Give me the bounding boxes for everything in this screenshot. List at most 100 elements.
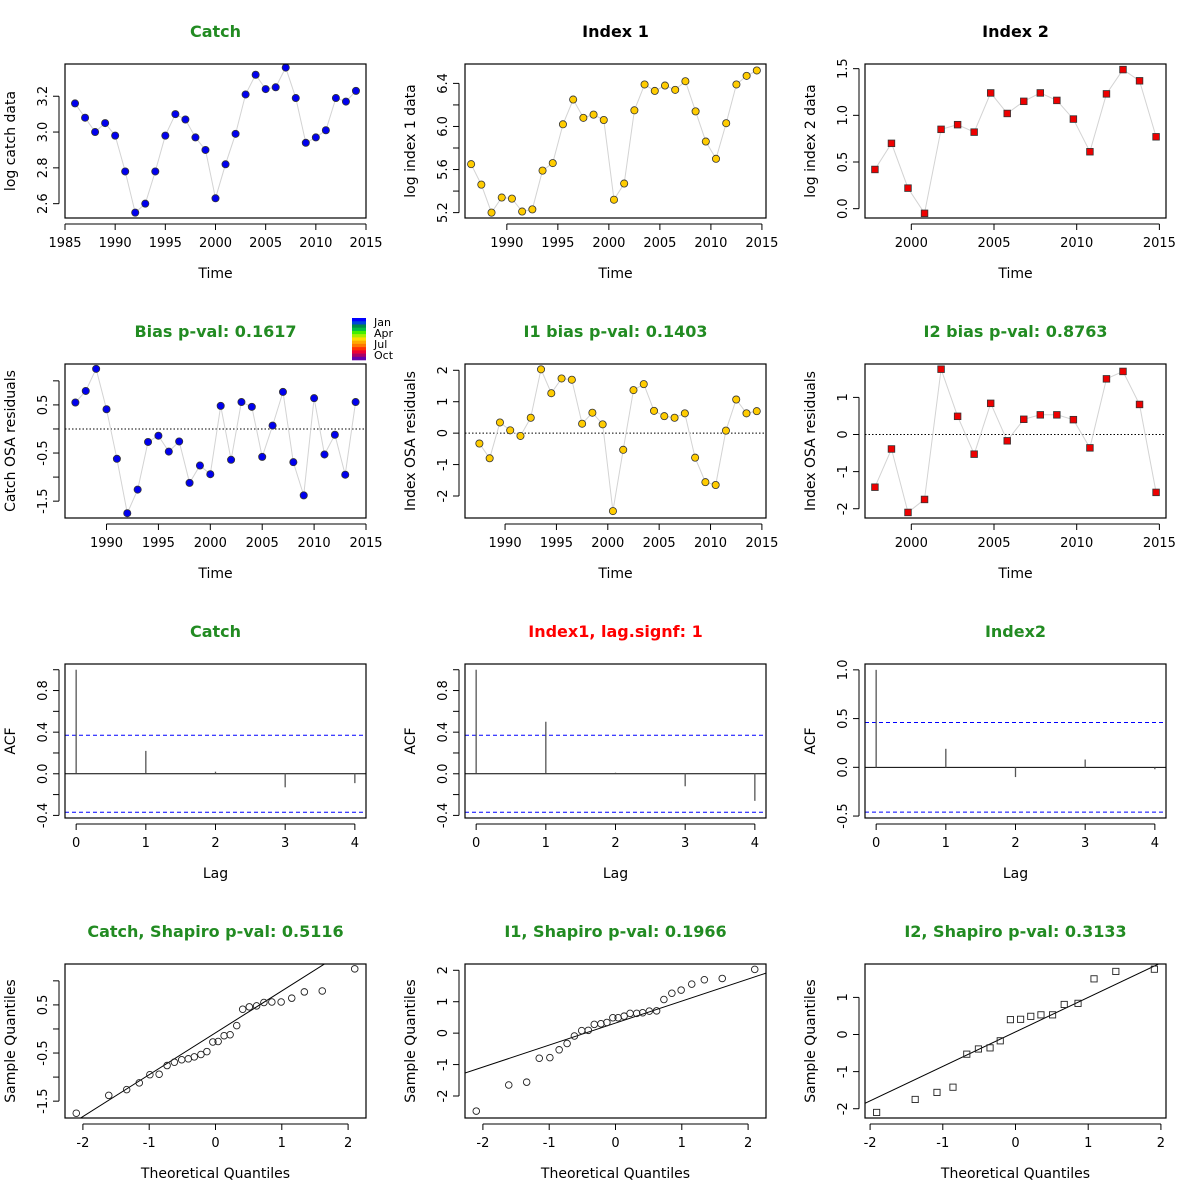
data-point bbox=[701, 478, 710, 487]
legend-label: Apr bbox=[374, 327, 394, 340]
data-point bbox=[528, 205, 537, 214]
data-point bbox=[516, 431, 525, 440]
data-point bbox=[351, 86, 360, 95]
data-point bbox=[557, 374, 566, 383]
data-point bbox=[278, 387, 287, 396]
y-tick-label: 0.5 bbox=[36, 995, 51, 1016]
data-point bbox=[1017, 1015, 1025, 1023]
data-point bbox=[687, 980, 696, 988]
series-line bbox=[874, 68, 1157, 215]
y-tick-label: 1.0 bbox=[836, 660, 851, 681]
y-axis-label: log index 1 data bbox=[403, 84, 419, 197]
y-tick-label: 2 bbox=[436, 366, 451, 374]
data-point bbox=[1049, 1011, 1057, 1019]
data-point bbox=[579, 113, 588, 122]
panel-index2-resid: I2 bias p-val: 0.8763 2000 2005 2010 2015 Tim… bbox=[803, 322, 1176, 582]
data-point bbox=[299, 491, 308, 500]
data-point bbox=[164, 447, 173, 456]
x-tick-label: 2010 bbox=[299, 236, 332, 251]
y-tick-label: 5.2 bbox=[436, 202, 451, 223]
data-point bbox=[71, 99, 80, 108]
data-point bbox=[191, 133, 200, 142]
panel-catch-resid: Bias p-val: 0.1617 1990 1995 2000 2005 2010 20… bbox=[3, 316, 394, 582]
y-axis-label: ACF bbox=[3, 727, 19, 754]
data-point bbox=[122, 1085, 131, 1094]
x-tick-label: 3 bbox=[281, 836, 289, 851]
x-tick-label: 2010 bbox=[1060, 236, 1093, 251]
data-point bbox=[1020, 415, 1028, 423]
y-tick-label: 2 bbox=[436, 966, 451, 974]
x-tick-label: 2 bbox=[1157, 1136, 1165, 1151]
data-point bbox=[477, 180, 486, 189]
legend-label: Oct bbox=[374, 349, 394, 362]
legend-swatch bbox=[352, 327, 366, 332]
legend-swatch bbox=[352, 340, 366, 345]
data-point bbox=[629, 386, 638, 395]
data-point bbox=[161, 131, 170, 140]
data-point bbox=[351, 398, 360, 407]
y-tick-label: 1.0 bbox=[836, 105, 851, 126]
data-point bbox=[920, 209, 929, 218]
data-point bbox=[154, 431, 163, 440]
x-tick-label: 2005 bbox=[977, 236, 1010, 251]
x-tick-label: 0 bbox=[472, 836, 480, 851]
data-point bbox=[472, 1107, 481, 1115]
qq-reference-line bbox=[865, 964, 1160, 1104]
data-point bbox=[289, 458, 298, 467]
legend-swatch bbox=[352, 334, 366, 338]
data-point bbox=[146, 1070, 154, 1079]
y-tick-label: 1.5 bbox=[836, 58, 851, 79]
data-point bbox=[677, 986, 685, 994]
data-point bbox=[281, 63, 290, 72]
data-point bbox=[645, 1007, 654, 1015]
data-point bbox=[92, 364, 101, 373]
data-point bbox=[1102, 375, 1111, 383]
data-point bbox=[526, 413, 535, 422]
panel-title: Catch bbox=[190, 22, 241, 41]
data-point bbox=[133, 485, 142, 494]
data-point bbox=[603, 1018, 611, 1027]
data-point bbox=[742, 409, 751, 418]
data-point bbox=[131, 208, 140, 217]
data-point bbox=[681, 77, 690, 86]
panel-title: Index1, lag.signf: 1 bbox=[528, 622, 702, 641]
legend-swatch bbox=[352, 347, 366, 351]
x-axis-label: Lag bbox=[203, 866, 228, 882]
data-point bbox=[220, 1031, 228, 1040]
legend-swatch bbox=[352, 318, 366, 322]
data-point bbox=[170, 1058, 179, 1066]
x-tick-label: 2005 bbox=[246, 536, 279, 551]
x-tick-label: 3 bbox=[681, 836, 689, 851]
data-point bbox=[209, 1038, 217, 1046]
series-line bbox=[470, 70, 758, 214]
plot-frame bbox=[64, 663, 367, 819]
data-point bbox=[211, 194, 220, 203]
data-point bbox=[175, 437, 184, 446]
data-point bbox=[752, 407, 761, 416]
data-point bbox=[135, 1079, 144, 1087]
data-point bbox=[495, 418, 504, 427]
panel-title: Index 2 bbox=[982, 22, 1049, 41]
data-point bbox=[949, 1083, 957, 1091]
x-tick-label: -2 bbox=[864, 1136, 877, 1151]
y-tick-label: -0.5 bbox=[36, 440, 51, 465]
x-tick-label: 1990 bbox=[490, 236, 523, 251]
data-point bbox=[1003, 437, 1011, 445]
data-point bbox=[547, 389, 556, 398]
data-point bbox=[701, 137, 710, 146]
data-point bbox=[190, 1053, 199, 1061]
y-tick-label: -0.5 bbox=[836, 803, 851, 828]
data-point bbox=[721, 426, 730, 435]
data-point bbox=[81, 113, 90, 122]
x-tick-label: 2000 bbox=[591, 536, 624, 551]
plot-area bbox=[465, 972, 766, 1074]
y-axis-label: Sample Quantiles bbox=[3, 979, 19, 1102]
plot-area bbox=[865, 369, 1166, 514]
legend-swatch bbox=[352, 337, 366, 341]
panel-index2-acf: Index2 0 1 2 3 4 Lag -0.5 0.0 0.5 1.0 ACF bbox=[803, 622, 1167, 882]
data-point bbox=[700, 975, 709, 984]
data-point bbox=[487, 208, 496, 217]
y-tick-label: 2.6 bbox=[36, 193, 51, 214]
data-point bbox=[668, 989, 676, 997]
y-tick-label: 0.8 bbox=[436, 680, 451, 701]
